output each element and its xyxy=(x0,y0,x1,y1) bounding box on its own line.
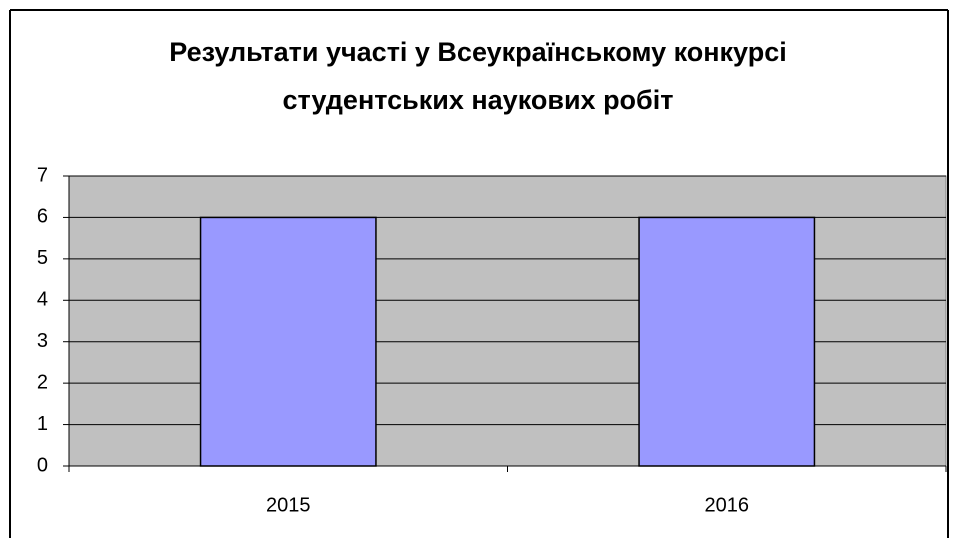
x-tick-label: 2016 xyxy=(705,494,750,516)
y-tick-label: 4 xyxy=(37,289,48,311)
y-tick-label: 6 xyxy=(37,206,48,228)
y-tick-label: 7 xyxy=(37,164,48,186)
chart-title: Результати участі у Всеукраїнському конк… xyxy=(169,37,787,115)
y-tick-label: 3 xyxy=(37,330,48,352)
bar xyxy=(199,216,377,467)
x-tick-label: 2015 xyxy=(266,494,311,516)
y-tick-label: 2 xyxy=(37,371,48,393)
y-tick-label: 1 xyxy=(37,413,48,435)
y-tick-label: 0 xyxy=(37,454,48,476)
bar xyxy=(638,216,816,467)
y-tick-label: 5 xyxy=(37,247,48,269)
